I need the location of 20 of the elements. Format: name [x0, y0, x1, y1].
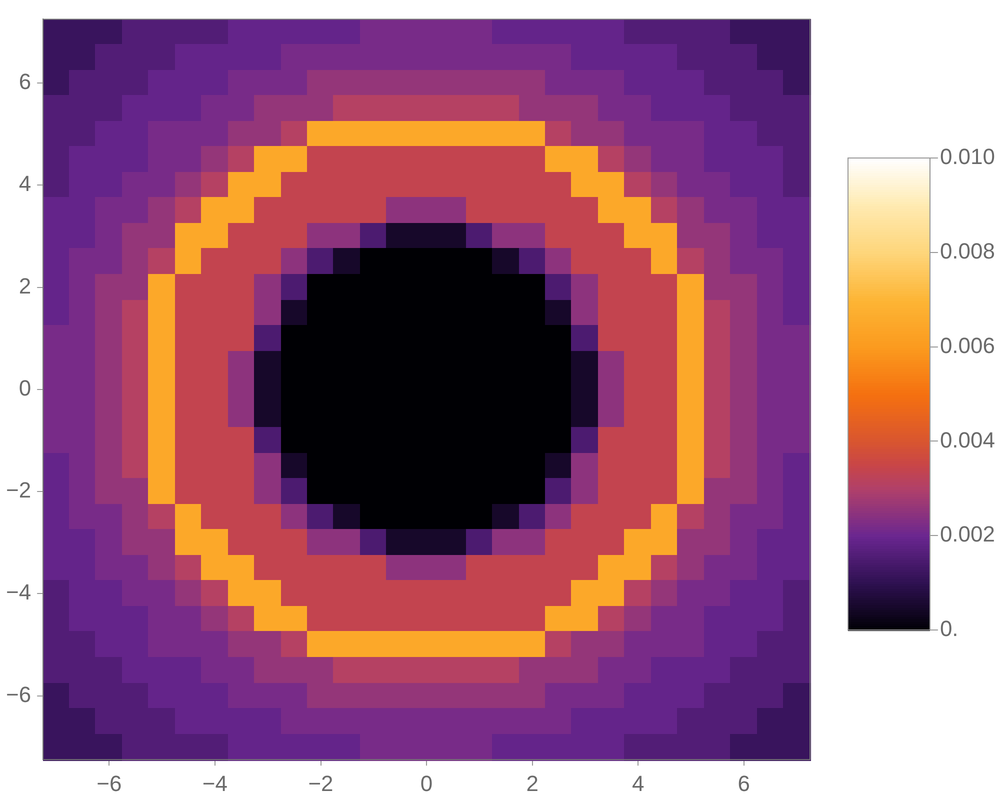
color-bar-label: 0.006: [940, 332, 996, 358]
y-tick-label: −6: [6, 682, 32, 707]
y-tick-label: 0: [18, 375, 32, 400]
color-bar-label: 0.008: [940, 238, 996, 264]
x-tick-label: −6: [96, 770, 122, 796]
y-tick-label: −2: [6, 478, 32, 503]
x-tick-label: −4: [202, 770, 228, 796]
x-tick-label: 4: [632, 770, 644, 796]
x-tick-label: 2: [526, 770, 538, 796]
color-bar-label: 0.004: [940, 427, 996, 452]
x-tick-label: −2: [308, 770, 334, 796]
x-tick-label: 0: [420, 770, 433, 796]
color-bar-label: 0.010: [940, 144, 996, 170]
color-bar-label: 0.002: [940, 522, 996, 547]
y-tick-label: −4: [6, 580, 32, 605]
x-tick-label: 6: [738, 770, 750, 796]
color-bar-label: 0.: [940, 616, 958, 642]
y-tick-label: 4: [18, 171, 32, 196]
y-tick-label: 6: [18, 69, 32, 94]
y-tick-label: 2: [18, 273, 32, 298]
